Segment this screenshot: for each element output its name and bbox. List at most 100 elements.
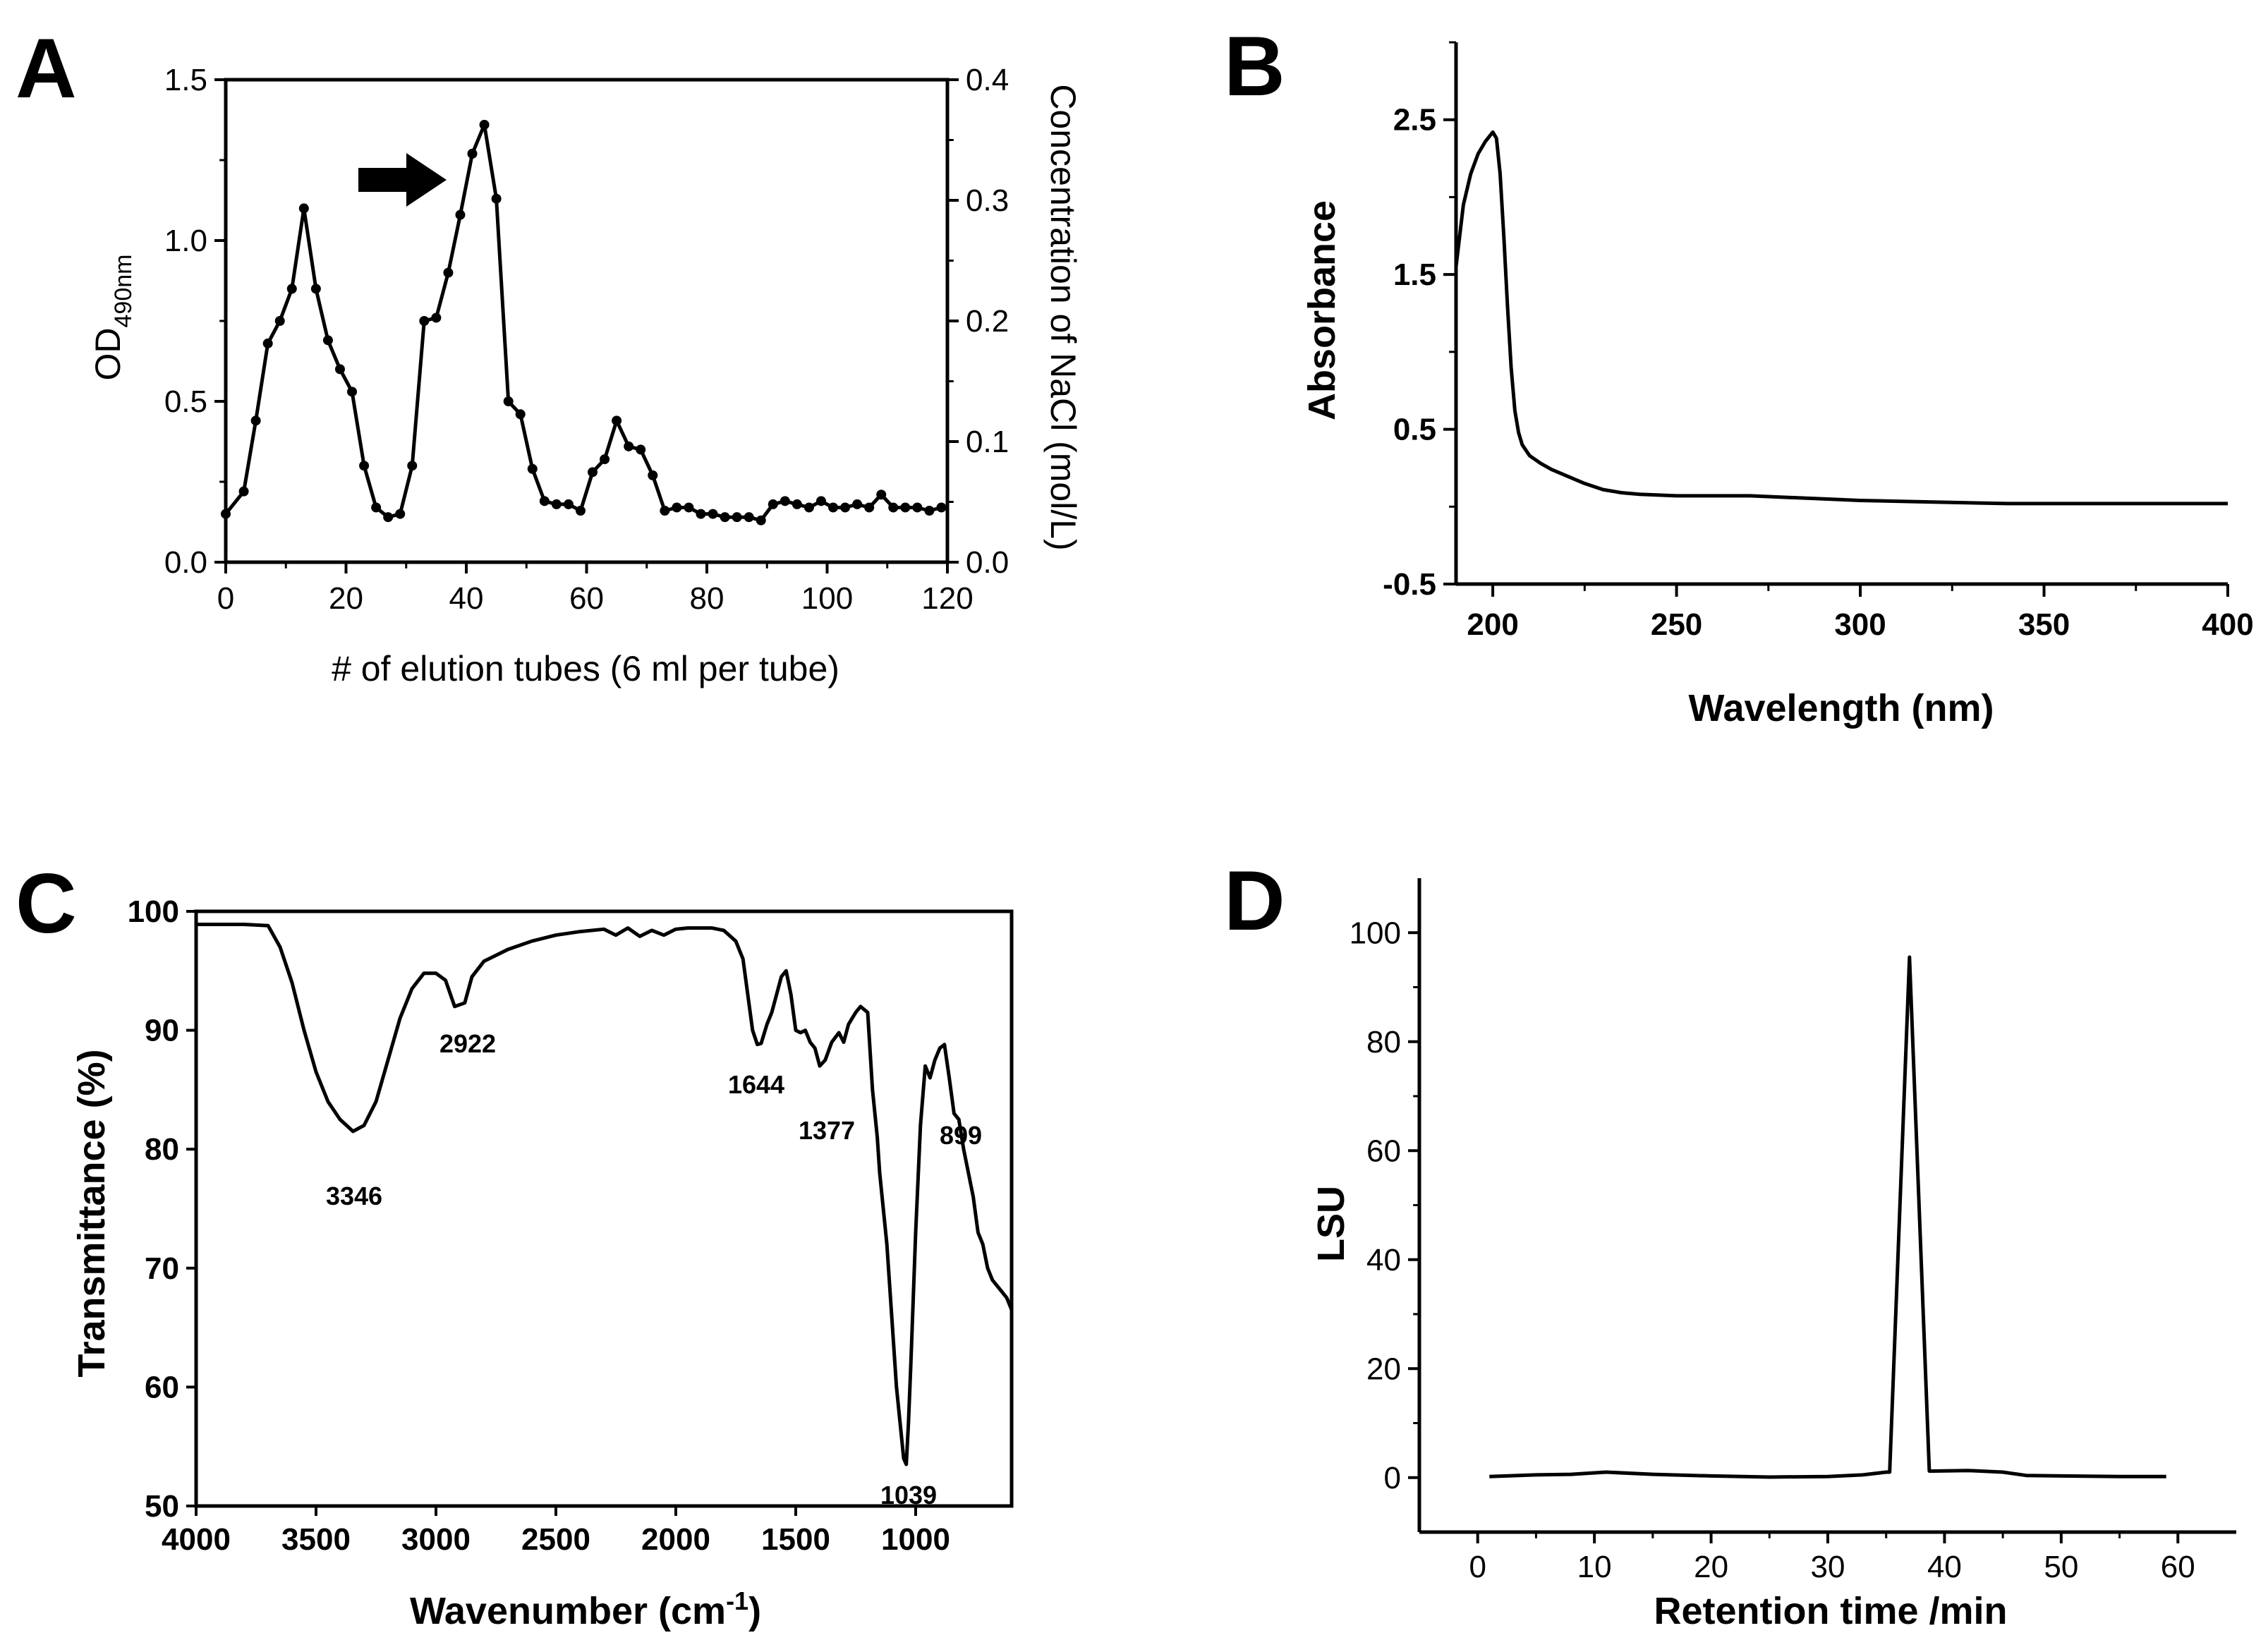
panel-a-data-points: [221, 119, 947, 526]
panel-a-data-point: [636, 444, 646, 455]
panel-a-data-point: [221, 509, 231, 519]
panel-a-data-point: [924, 506, 935, 516]
panel-a-data-point: [479, 119, 490, 130]
panel-a-series-line: [224, 123, 942, 523]
panel-a-y2-ticks: 0.0 0.1 0.2 0.3 0.4: [947, 63, 1009, 580]
panel-a-y-tick-label: 0.0: [164, 545, 207, 580]
panel-letter-d: D: [1224, 854, 1285, 948]
panel-a-y-label: OD490nm: [88, 255, 137, 381]
panel-a-data-point: [515, 409, 526, 420]
panel-d-y-tick-label: 40: [1366, 1243, 1401, 1277]
panel-b-y-tick-label: 1.5: [1393, 257, 1436, 292]
panel-b-x-tick-label: 350: [2018, 607, 2070, 642]
panel-d-y-ticks: 0 20 40 60 80 100: [1350, 916, 1419, 1495]
panel-a-data-point: [815, 496, 826, 506]
panel-a-data-point: [852, 499, 863, 509]
panel-a-y-label-main: OD: [88, 327, 128, 380]
panel-d: D 0 10 20 30 40 50 60 0 20 40 60 80 100 Retention t…: [1224, 854, 2236, 1632]
panel-a-y2-tick-label: 0.1: [966, 425, 1009, 459]
panel-a-data-point: [527, 463, 538, 474]
panel-a-data-point: [359, 461, 370, 471]
panel-d-x-tick-label: 30: [1811, 1550, 1845, 1584]
panel-a-data-point: [419, 316, 430, 326]
panel-d-x-tick-label: 50: [2044, 1550, 2078, 1584]
panel-c-x-label-main: Wavenumber (cm: [410, 1590, 726, 1632]
peak-label-3346: 3346: [326, 1182, 382, 1210]
panel-b-x-label: Wavelength (nm): [1688, 687, 1994, 729]
panel-a-data-point: [876, 490, 887, 500]
panel-c-x-tick-label: 1500: [761, 1522, 830, 1557]
panel-a-y-ticks: 0.0 0.5 1.0 1.5: [164, 63, 226, 580]
panel-a-data-point: [672, 502, 682, 513]
panel-letter-c: C: [16, 856, 77, 951]
panel-a-data-point: [575, 506, 586, 516]
panel-a-y2-label: Concentration of NaCl (mol/L): [1043, 84, 1083, 550]
panel-a-data-point: [660, 506, 670, 516]
panel-a-data-point: [720, 512, 730, 523]
panel-c-x-label-end: ): [748, 1590, 761, 1632]
panel-a-x-ticks: 0 20 40 60 80 100 120: [217, 562, 974, 616]
panel-a: A 0 20 40 60 80 100 120 0.0 0.5 1.0 1.5 0.0 0.1 0.2…: [16, 21, 1083, 688]
panel-a-data-point: [298, 203, 309, 214]
peak-label-1377: 1377: [799, 1116, 855, 1145]
panel-c-x-label: Wavenumber (cm-1): [410, 1586, 761, 1632]
panel-c-frame: [194, 909, 1014, 1508]
peak-label-1039: 1039: [880, 1481, 937, 1510]
panel-a-data-point: [551, 499, 562, 509]
panel-c-y-tick-label: 90: [145, 1014, 179, 1048]
panel-a-data-point: [371, 502, 382, 513]
panel-b-series-line: [1454, 130, 2228, 506]
panel-a-data-point: [443, 267, 454, 278]
panel-a-data-point: [238, 486, 249, 497]
panel-b: B 200 250 300 350 400 -0.5 0.5 1.5 2.5 Waveleng…: [1224, 19, 2254, 729]
panel-a-data-point: [840, 502, 851, 513]
panel-a-data-point: [455, 209, 466, 220]
panel-d-x-tick-label: 40: [1927, 1550, 1962, 1584]
panel-d-y-tick-label: 0: [1384, 1461, 1401, 1495]
panel-a-data-point: [262, 338, 273, 348]
panel-a-arrow: [358, 153, 447, 207]
panel-a-data-point: [274, 316, 285, 326]
panel-a-data-point: [431, 312, 442, 323]
panel-a-data-point: [588, 467, 598, 478]
panel-a-data-point: [286, 284, 297, 294]
panel-a-data-point: [334, 364, 345, 375]
peak-label-899: 899: [940, 1121, 982, 1150]
panel-a-x-tick-label: 100: [801, 581, 853, 616]
panel-a-y2-tick-label: 0.2: [966, 304, 1009, 339]
panel-a-data-point: [310, 284, 321, 294]
panel-a-data-point: [612, 415, 622, 426]
panel-letter-b: B: [1224, 19, 1285, 114]
panel-c-x-tick-label: 3000: [401, 1522, 471, 1557]
panel-a-data-point: [803, 502, 814, 513]
panel-a-data-point: [624, 441, 634, 451]
panel-a-data-point: [563, 499, 574, 509]
panel-a-data-point: [828, 502, 839, 513]
panel-d-y-label: LSU: [1310, 1186, 1352, 1262]
panel-d-x-tick-label: 0: [1469, 1550, 1486, 1584]
panel-a-x-tick-label: 40: [449, 581, 484, 616]
panel-c-y-tick-label: 70: [145, 1251, 179, 1286]
panel-a-x-tick-label: 120: [921, 581, 973, 616]
panel-c-x-tick-label: 3500: [281, 1522, 351, 1557]
panel-a-data-point: [491, 193, 502, 204]
panel-a-data-point: [467, 148, 478, 159]
panel-b-x-ticks: 200 250 300 350 400: [1467, 584, 2254, 642]
panel-a-x-tick-label: 0: [217, 581, 234, 616]
panel-c-x-label-sup: -1: [726, 1586, 748, 1615]
panel-a-y2-tick-label: 0.3: [966, 183, 1009, 218]
panel-b-x-tick-label: 250: [1651, 607, 1702, 642]
panel-a-data-point: [780, 496, 790, 506]
panel-a-data-point: [768, 499, 778, 509]
panel-a-data-point: [708, 509, 718, 519]
panel-a-data-point: [696, 509, 706, 519]
panel-a-y-tick-label: 0.5: [164, 384, 207, 419]
panel-a-data-point: [648, 470, 658, 480]
panel-b-y-tick-label: -0.5: [1383, 567, 1436, 602]
panel-a-y-tick-label: 1.0: [164, 224, 207, 258]
panel-a-x-label: # of elution tubes (6 ml per tube): [332, 649, 839, 688]
panel-a-y2-tick-label: 0.4: [966, 63, 1009, 97]
panel-d-x-tick-label: 60: [2161, 1550, 2195, 1584]
panel-c-x-tick-label: 1000: [881, 1522, 950, 1557]
